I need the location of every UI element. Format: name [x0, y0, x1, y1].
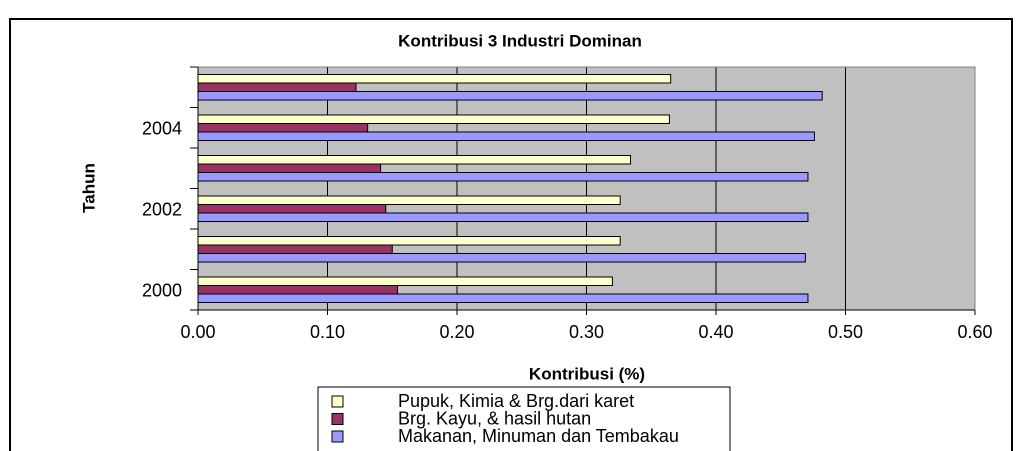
x-tick-label: 0.20 — [439, 322, 474, 342]
legend-swatch — [331, 413, 344, 425]
bar — [197, 172, 809, 182]
bar — [197, 91, 823, 101]
x-tick-label: 0.10 — [310, 322, 345, 342]
bar — [197, 131, 815, 141]
y-tick-label: 2002 — [142, 200, 182, 220]
legend-box — [317, 386, 731, 451]
bar — [197, 285, 398, 295]
legend-swatch — [331, 430, 344, 443]
x-tick-label: 0.50 — [828, 322, 863, 342]
legend-label: Brg. Kayu, & hasil hutan — [398, 408, 591, 428]
bar — [197, 212, 809, 222]
bar — [197, 155, 632, 165]
x-tick-label: 0.60 — [957, 322, 992, 342]
x-tick-label: 0.30 — [569, 322, 604, 342]
legend-label: Makanan, Minuman dan Tembakau — [398, 426, 679, 446]
x-tick-label: 0.40 — [698, 322, 733, 342]
x-tick-label: 0.00 — [180, 322, 215, 342]
x-axis-title: Kontribusi (%) — [529, 364, 645, 383]
bar — [197, 276, 613, 286]
y-tick-label: 2004 — [142, 119, 182, 139]
bar — [197, 253, 806, 263]
bar — [197, 204, 387, 214]
bar — [197, 74, 672, 84]
bar — [197, 163, 382, 173]
bar — [197, 82, 357, 92]
bar — [197, 236, 621, 246]
y-tick-label: 2000 — [142, 281, 182, 301]
y-axis-title: Tahun — [79, 163, 98, 213]
bar — [197, 123, 369, 133]
legend-label: Pupuk, Kimia & Brg.dari karet — [398, 391, 634, 411]
bar — [197, 195, 621, 205]
chart-title: Kontribusi 3 Industri Dominan — [398, 31, 642, 50]
legend-swatch — [331, 395, 344, 408]
bar — [197, 114, 670, 124]
bar — [197, 293, 809, 303]
bar — [197, 244, 393, 254]
